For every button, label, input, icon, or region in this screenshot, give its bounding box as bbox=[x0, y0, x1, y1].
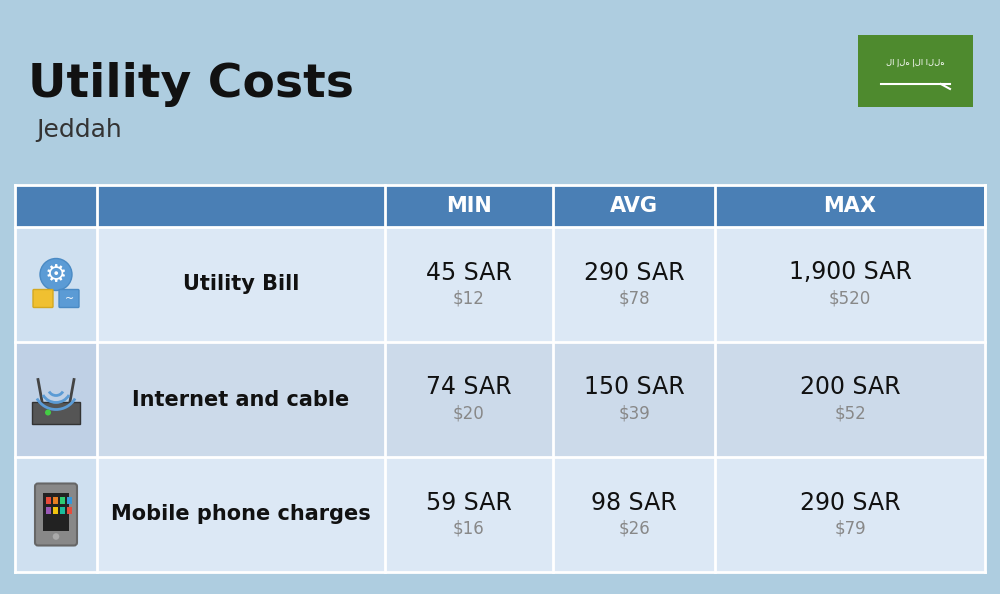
Bar bbox=[97, 457, 985, 572]
FancyBboxPatch shape bbox=[59, 289, 79, 308]
Text: $12: $12 bbox=[453, 289, 485, 308]
Bar bbox=[15, 227, 97, 342]
Text: MIN: MIN bbox=[446, 196, 492, 216]
Text: 290 SAR: 290 SAR bbox=[584, 261, 684, 285]
Bar bbox=[60, 497, 65, 504]
Text: MAX: MAX bbox=[824, 196, 876, 216]
Circle shape bbox=[40, 258, 72, 290]
Text: Mobile phone charges: Mobile phone charges bbox=[111, 504, 371, 525]
Text: $79: $79 bbox=[834, 520, 866, 538]
Text: Utility Costs: Utility Costs bbox=[28, 62, 354, 107]
Text: $16: $16 bbox=[453, 520, 485, 538]
Text: $20: $20 bbox=[453, 405, 485, 422]
Bar bbox=[97, 227, 985, 342]
Bar bbox=[46, 507, 51, 513]
Text: 98 SAR: 98 SAR bbox=[591, 491, 677, 514]
Text: لا إله إلا الله: لا إله إلا الله bbox=[886, 58, 945, 67]
Bar bbox=[15, 457, 97, 572]
Circle shape bbox=[45, 409, 51, 415]
Bar bbox=[15, 342, 97, 457]
Text: 1,900 SAR: 1,900 SAR bbox=[789, 261, 911, 285]
Text: ⚙: ⚙ bbox=[45, 263, 67, 286]
Text: Internet and cable: Internet and cable bbox=[132, 390, 350, 409]
Bar bbox=[46, 497, 51, 504]
FancyBboxPatch shape bbox=[858, 35, 973, 107]
Text: $26: $26 bbox=[618, 520, 650, 538]
Bar bbox=[32, 402, 80, 424]
Text: Utility Bill: Utility Bill bbox=[183, 274, 299, 295]
Text: $520: $520 bbox=[829, 289, 871, 308]
Bar bbox=[97, 342, 985, 457]
Text: $52: $52 bbox=[834, 405, 866, 422]
Circle shape bbox=[52, 532, 60, 541]
Text: AVG: AVG bbox=[610, 196, 658, 216]
Text: 45 SAR: 45 SAR bbox=[426, 261, 512, 285]
Bar bbox=[60, 507, 65, 513]
Bar bbox=[53, 497, 58, 504]
Text: Jeddah: Jeddah bbox=[36, 118, 122, 142]
Bar bbox=[15, 185, 985, 227]
Text: 200 SAR: 200 SAR bbox=[800, 375, 900, 400]
Text: $78: $78 bbox=[618, 289, 650, 308]
Text: 150 SAR: 150 SAR bbox=[584, 375, 684, 400]
FancyBboxPatch shape bbox=[33, 289, 53, 308]
Text: $39: $39 bbox=[618, 405, 650, 422]
Text: ~: ~ bbox=[64, 293, 74, 304]
Bar bbox=[67, 507, 72, 513]
Bar bbox=[53, 507, 58, 513]
Text: 59 SAR: 59 SAR bbox=[426, 491, 512, 514]
Text: 74 SAR: 74 SAR bbox=[426, 375, 512, 400]
Bar bbox=[43, 492, 69, 530]
FancyBboxPatch shape bbox=[35, 484, 77, 545]
Text: 290 SAR: 290 SAR bbox=[800, 491, 900, 514]
Bar bbox=[67, 497, 72, 504]
